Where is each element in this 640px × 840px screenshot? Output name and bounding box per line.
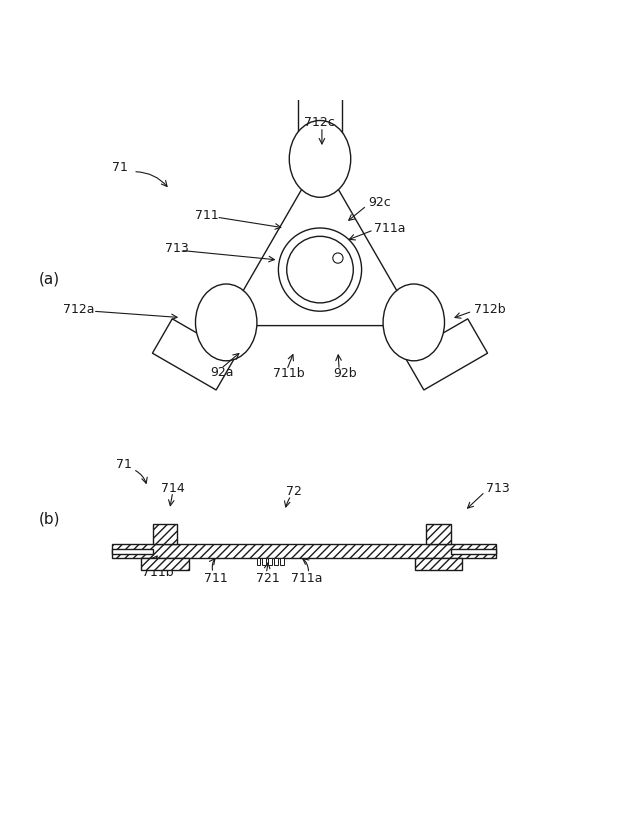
Text: 92b: 92b — [333, 367, 356, 381]
Bar — [112, 544, 496, 559]
Bar — [257, 559, 260, 565]
Bar — [152, 319, 236, 390]
Bar — [451, 549, 496, 554]
Bar — [112, 549, 153, 554]
Bar — [141, 559, 189, 570]
Bar — [153, 523, 177, 544]
Text: 712b: 712b — [474, 303, 505, 317]
Bar — [298, 81, 342, 155]
Text: 711a: 711a — [291, 572, 323, 585]
Text: 92c: 92c — [368, 196, 391, 209]
Text: 714: 714 — [161, 482, 185, 495]
Text: 712c: 712c — [304, 116, 335, 129]
Ellipse shape — [383, 284, 445, 361]
Bar — [268, 559, 272, 565]
Bar — [262, 559, 266, 565]
Bar — [404, 319, 488, 390]
Text: 711b: 711b — [273, 367, 304, 381]
Text: 711b: 711b — [142, 566, 173, 579]
Text: 72: 72 — [286, 486, 302, 498]
Text: (a): (a) — [38, 271, 60, 286]
Bar — [274, 559, 278, 565]
Text: 92a: 92a — [210, 365, 234, 379]
Ellipse shape — [195, 284, 257, 361]
Ellipse shape — [289, 120, 351, 197]
Text: 71: 71 — [116, 459, 132, 471]
Circle shape — [287, 236, 353, 303]
Text: 71: 71 — [112, 160, 128, 174]
Text: 711: 711 — [204, 571, 227, 585]
Circle shape — [278, 228, 362, 311]
Bar — [280, 559, 284, 565]
Bar — [426, 523, 451, 544]
Text: 712a: 712a — [63, 303, 94, 317]
Text: 713: 713 — [486, 482, 510, 495]
Text: (b): (b) — [38, 512, 60, 527]
Text: 711: 711 — [195, 208, 219, 222]
Bar — [415, 559, 462, 570]
Text: 711a: 711a — [374, 222, 406, 234]
Text: 721: 721 — [256, 572, 280, 585]
Circle shape — [333, 253, 343, 263]
Text: 713: 713 — [165, 242, 189, 255]
